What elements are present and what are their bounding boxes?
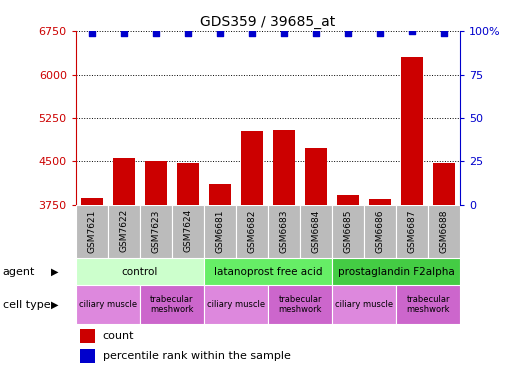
Text: GSM6688: GSM6688 <box>440 209 449 253</box>
Bar <box>396 285 460 324</box>
Bar <box>204 258 332 285</box>
Bar <box>332 205 364 258</box>
Text: GSM6681: GSM6681 <box>215 209 224 253</box>
Point <box>440 30 448 36</box>
Bar <box>81 198 103 205</box>
Bar <box>140 285 204 324</box>
Bar <box>396 205 428 258</box>
Text: prostaglandin F2alpha: prostaglandin F2alpha <box>338 267 454 277</box>
Bar <box>332 285 396 324</box>
Title: GDS359 / 39685_at: GDS359 / 39685_at <box>200 15 336 29</box>
Bar <box>401 57 424 205</box>
Point <box>376 30 384 36</box>
Bar <box>76 285 140 324</box>
Bar <box>112 158 135 205</box>
Point <box>248 30 256 36</box>
Text: latanoprost free acid: latanoprost free acid <box>214 267 322 277</box>
Bar <box>140 205 172 258</box>
Bar <box>79 329 95 343</box>
Text: trabecular
meshwork: trabecular meshwork <box>406 295 450 314</box>
Bar <box>79 349 95 363</box>
Text: agent: agent <box>3 267 35 277</box>
Bar <box>364 205 396 258</box>
Bar <box>268 205 300 258</box>
Text: count: count <box>103 331 134 341</box>
Text: GSM7622: GSM7622 <box>119 209 128 253</box>
Bar <box>305 148 327 205</box>
Text: ciliary muscle: ciliary muscle <box>335 300 393 309</box>
Bar <box>177 163 199 205</box>
Text: GSM7623: GSM7623 <box>152 209 161 253</box>
Text: GSM6684: GSM6684 <box>312 209 321 253</box>
Point <box>408 28 416 34</box>
Bar <box>300 205 332 258</box>
Bar <box>108 205 140 258</box>
Point <box>312 30 320 36</box>
Bar <box>268 285 332 324</box>
Text: trabecular
meshwork: trabecular meshwork <box>278 295 322 314</box>
Bar <box>76 205 108 258</box>
Text: GSM6686: GSM6686 <box>376 209 384 253</box>
Point <box>88 30 96 36</box>
Bar <box>236 205 268 258</box>
Bar <box>332 258 460 285</box>
Point <box>184 30 192 36</box>
Text: ciliary muscle: ciliary muscle <box>207 300 265 309</box>
Text: GSM7621: GSM7621 <box>87 209 96 253</box>
Text: GSM7624: GSM7624 <box>184 209 192 253</box>
Text: percentile rank within the sample: percentile rank within the sample <box>103 351 291 361</box>
Point <box>280 30 288 36</box>
Text: cell type: cell type <box>3 300 50 310</box>
Bar <box>369 199 391 205</box>
Text: GSM6682: GSM6682 <box>247 209 256 253</box>
Bar <box>337 195 359 205</box>
Bar <box>428 205 460 258</box>
Point <box>152 30 160 36</box>
Bar <box>433 163 456 205</box>
Text: trabecular
meshwork: trabecular meshwork <box>150 295 194 314</box>
Point <box>120 30 128 36</box>
Bar <box>209 183 231 205</box>
Text: GSM6685: GSM6685 <box>344 209 353 253</box>
Text: GSM6683: GSM6683 <box>280 209 289 253</box>
Point <box>344 30 353 36</box>
Bar <box>241 131 263 205</box>
Text: ciliary muscle: ciliary muscle <box>79 300 137 309</box>
Text: control: control <box>122 267 158 277</box>
Bar <box>145 161 167 205</box>
Bar <box>204 205 236 258</box>
Point <box>216 30 224 36</box>
Text: ▶: ▶ <box>51 267 59 277</box>
Bar <box>76 258 204 285</box>
Text: GSM6687: GSM6687 <box>408 209 417 253</box>
Text: ▶: ▶ <box>51 300 59 310</box>
Bar <box>273 130 295 205</box>
Bar <box>172 205 204 258</box>
Bar <box>204 285 268 324</box>
